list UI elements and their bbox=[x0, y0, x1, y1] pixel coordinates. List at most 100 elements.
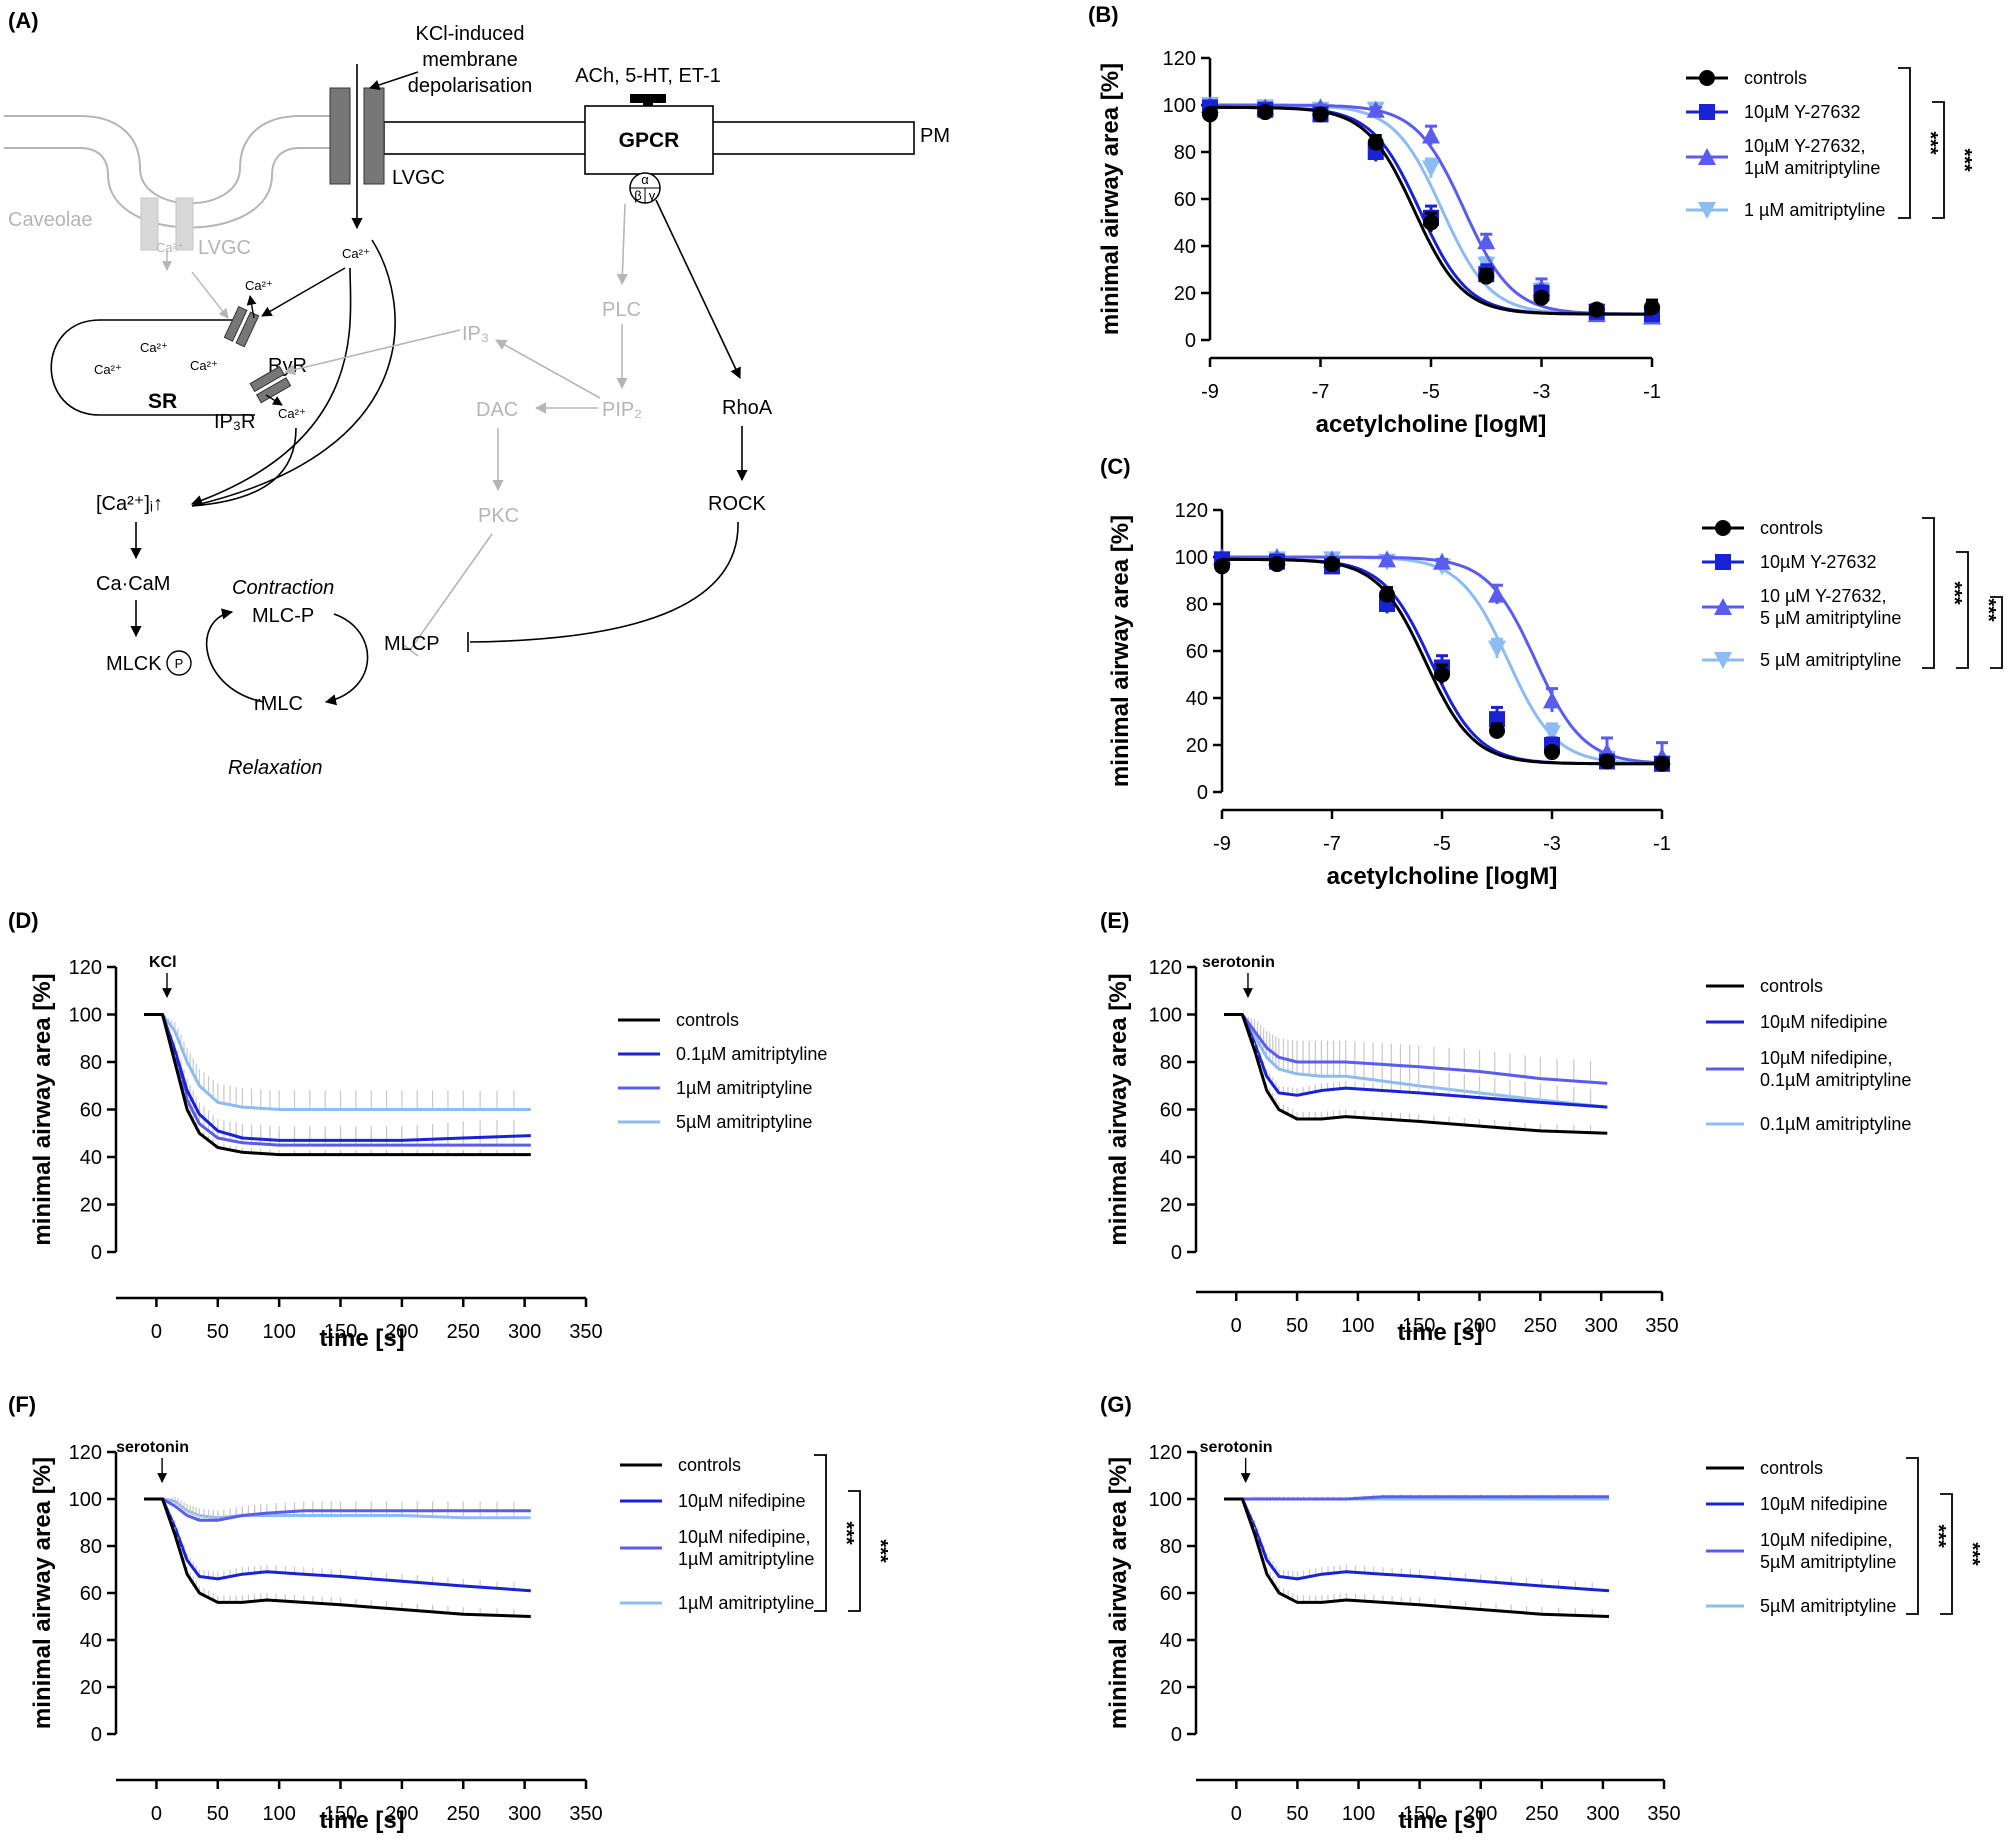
lvgc-gray-left bbox=[140, 197, 159, 251]
kcl-text-1: KCl-induced bbox=[416, 23, 525, 45]
x-tick-label: 200 bbox=[1464, 1803, 1497, 1825]
data-point bbox=[1378, 550, 1396, 568]
data-point bbox=[1433, 552, 1451, 570]
panel-label: (C) bbox=[1100, 454, 1131, 479]
sig-bracket bbox=[1922, 517, 1935, 669]
legend-label: 5µM amitriptyline bbox=[1760, 1552, 1896, 1572]
rhoa-label: RhoA bbox=[722, 397, 773, 419]
phospho-icon bbox=[166, 650, 192, 676]
y-tick-label: 60 bbox=[80, 1583, 102, 1605]
lvgc-gray-right bbox=[175, 197, 194, 251]
legend-marker bbox=[1698, 148, 1716, 165]
legend-entry: 1µM amitriptyline bbox=[618, 1078, 812, 1098]
beta-label: β bbox=[634, 188, 641, 203]
y-tick-label: 20 bbox=[80, 1195, 102, 1217]
y-axis-title: minimal airway area [%] bbox=[29, 1457, 56, 1729]
legend-marker bbox=[1715, 554, 1731, 570]
y-axis-title: minimal airway area [%] bbox=[29, 973, 56, 1245]
chart-b: (B) 0 20 40 60 80 100 120 minimal airway area [%… bbox=[1088, 2, 1975, 438]
legend-entry: controls bbox=[1706, 1458, 1823, 1478]
legend-entry: 10µM nifedipine bbox=[620, 1491, 805, 1511]
series-2 bbox=[144, 1013, 531, 1147]
gpcr-label: GPCR bbox=[619, 129, 680, 152]
lvgc-gray-label: LVGC bbox=[198, 237, 251, 259]
gpcr-box bbox=[584, 105, 714, 175]
x-tick-label: 350 bbox=[569, 1321, 602, 1343]
x-tick-label: 100 bbox=[1342, 1803, 1375, 1825]
sig-bracket bbox=[814, 1454, 827, 1612]
data-point bbox=[1477, 232, 1496, 250]
ip3r-ca-label: Ca²⁺ bbox=[278, 406, 306, 421]
dac-label: DAC bbox=[476, 399, 518, 421]
series-0 bbox=[1202, 104, 1660, 318]
legend-label: 1µM amitriptyline bbox=[678, 1593, 814, 1613]
legend-marker bbox=[1714, 652, 1732, 669]
series-line bbox=[144, 1013, 531, 1142]
lvgc-channel-left bbox=[329, 87, 351, 185]
x-tick-label: -9 bbox=[1201, 381, 1219, 403]
lvgc-channel-right bbox=[363, 87, 385, 185]
legend-entry: 5 µM amitriptyline bbox=[1702, 650, 1901, 670]
legend-entry: 1µM amitriptyline bbox=[620, 1593, 814, 1613]
plc-label: PLC bbox=[602, 299, 641, 321]
x-tick-label: 350 bbox=[1645, 1315, 1678, 1337]
legend-label: 0.1µM amitriptyline bbox=[1760, 1070, 1911, 1090]
series-2 bbox=[1224, 1494, 1609, 1501]
legend-label: 10 µM Y-27632, bbox=[1760, 586, 1886, 606]
sr-ca-3: Ca²⁺ bbox=[190, 358, 218, 373]
y-tick-label: 20 bbox=[1160, 1677, 1182, 1699]
legend-label: 1µM amitriptyline bbox=[678, 1549, 814, 1569]
legend-entry: 10 µM Y-27632,5 µM amitriptyline bbox=[1702, 586, 1901, 628]
legend-entry: controls bbox=[1686, 68, 1807, 88]
x-tick-label: -5 bbox=[1433, 833, 1451, 855]
y-tick-label: 120 bbox=[69, 957, 102, 979]
ryr-channel bbox=[223, 305, 260, 348]
mlcp-label: MLCP bbox=[384, 633, 440, 655]
y-tick-label: 120 bbox=[1149, 1442, 1182, 1464]
data-point bbox=[1488, 640, 1506, 658]
sig-stars: *** bbox=[1977, 598, 1999, 622]
series-line bbox=[144, 1497, 531, 1593]
legend-marker bbox=[1698, 202, 1716, 219]
y-tick-label: 20 bbox=[1160, 1195, 1182, 1217]
sig-stars: *** bbox=[869, 1539, 891, 1563]
data-point bbox=[1422, 160, 1440, 178]
y-tick-label: 100 bbox=[69, 1005, 102, 1027]
legend-label: 0.1µM amitriptyline bbox=[676, 1044, 827, 1064]
sr-ca-1: Ca²⁺ bbox=[140, 340, 168, 355]
data-point bbox=[1422, 126, 1440, 144]
y-tick-label: 20 bbox=[1186, 735, 1208, 757]
y-tick-label: 20 bbox=[1174, 283, 1196, 305]
y-tick-label: 40 bbox=[1160, 1147, 1182, 1169]
y-tick-label: 80 bbox=[1186, 594, 1208, 616]
legend-entry: 0.1µM amitriptyline bbox=[618, 1044, 827, 1064]
data-point bbox=[1654, 755, 1670, 772]
x-tick-label: 300 bbox=[1584, 1315, 1617, 1337]
legend-label: 10µM nifedipine bbox=[1760, 1012, 1887, 1032]
x-tick-label: 350 bbox=[1647, 1803, 1680, 1825]
x-tick-label: 300 bbox=[508, 1321, 541, 1343]
legend-label: controls bbox=[1744, 68, 1807, 88]
chart-c: (C) 0 20 40 60 80 100 120 minimal airway area [%… bbox=[1100, 454, 2003, 890]
y-tick-label: 60 bbox=[1160, 1100, 1182, 1122]
legend-entry: 10µM nifedipine,5µM amitriptyline bbox=[1706, 1530, 1896, 1572]
legend-label: 10µM Y-27632, bbox=[1744, 136, 1865, 156]
x-axis-title: time [s] bbox=[1398, 1807, 1483, 1834]
alpha-label: α bbox=[641, 172, 649, 187]
legend-label: 0.1µM amitriptyline bbox=[1760, 1114, 1911, 1134]
rmlc-label: rMLC bbox=[254, 693, 303, 715]
x-tick-label: -5 bbox=[1422, 381, 1440, 403]
legend-label: controls bbox=[678, 1455, 741, 1475]
ca-influx-label: Ca²⁺ bbox=[342, 246, 370, 261]
x-axis-title: acetylcholine [logM] bbox=[1316, 411, 1547, 438]
series-2 bbox=[1224, 1013, 1608, 1085]
x-tick-label: 0 bbox=[1231, 1315, 1242, 1337]
chart-g: (G) 0 20 40 60 80 100 120 minimal airway area [%… bbox=[1100, 1392, 1983, 1834]
legend-marker bbox=[1699, 70, 1715, 86]
x-tick-label: 50 bbox=[207, 1803, 229, 1825]
x-tick-label: 200 bbox=[385, 1803, 418, 1825]
x-tick-label: 0 bbox=[151, 1321, 162, 1343]
x-tick-label: 150 bbox=[324, 1321, 357, 1343]
kcl-text-3: depolarisation bbox=[408, 75, 533, 97]
